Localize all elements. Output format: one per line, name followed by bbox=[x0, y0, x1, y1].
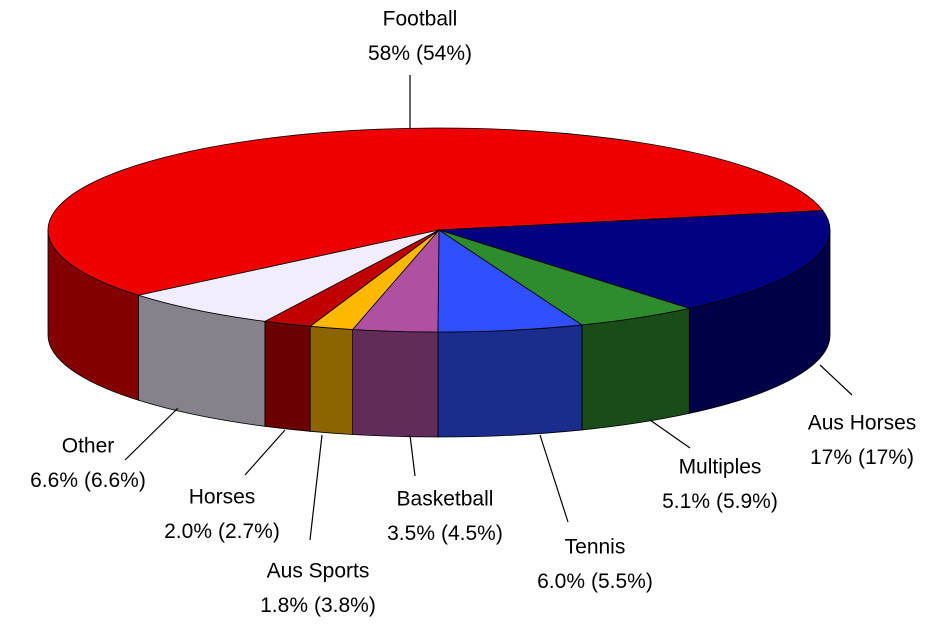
slice-label: Aus Sports bbox=[267, 560, 370, 583]
pie-slice bbox=[47, 127, 824, 296]
pie-side bbox=[352, 329, 439, 438]
leader-line bbox=[309, 434, 323, 541]
slice-value-label: 5.1% (5.9%) bbox=[662, 490, 778, 513]
previous-value-label: (54%) bbox=[416, 42, 472, 65]
leader-line bbox=[409, 434, 416, 477]
leader-line bbox=[539, 434, 569, 523]
slice-label: Aus Horses bbox=[808, 412, 917, 435]
previous-value-label: (2.7%) bbox=[218, 520, 280, 543]
slice-value-label: 1.8% (3.8%) bbox=[260, 594, 376, 617]
previous-value-label: (5.5%) bbox=[591, 570, 653, 593]
leader-line bbox=[819, 364, 853, 396]
value-label: 6.0% bbox=[537, 570, 585, 593]
slice-label: Basketball bbox=[397, 488, 494, 511]
value-label: 6.6% bbox=[30, 469, 78, 492]
previous-value-label: (17%) bbox=[858, 446, 914, 469]
value-label: 17% bbox=[810, 446, 852, 469]
slice-label: Football bbox=[383, 8, 458, 31]
previous-value-label: (4.5%) bbox=[441, 522, 503, 545]
pie-slice bbox=[437, 229, 584, 333]
previous-value-label: (5.9%) bbox=[716, 490, 778, 513]
pie-slice bbox=[137, 229, 440, 322]
slice-value-label: 3.5% (4.5%) bbox=[387, 522, 503, 545]
value-label: 2.0% bbox=[164, 520, 212, 543]
pie-side bbox=[581, 307, 690, 431]
slice-value-label: 58% (54%) bbox=[368, 42, 472, 65]
value-label: 58% bbox=[368, 42, 410, 65]
pie-side bbox=[437, 324, 583, 438]
pie-side bbox=[309, 325, 354, 435]
pie-slice bbox=[438, 210, 831, 309]
pie-side bbox=[264, 320, 311, 432]
slice-label: Other bbox=[62, 435, 115, 458]
slice-value-label: 2.0% (2.7%) bbox=[164, 520, 280, 543]
slice-value-label: 6.6% (6.6%) bbox=[30, 469, 146, 492]
leader-line bbox=[124, 407, 179, 461]
slice-value-label: 6.0% (5.5%) bbox=[537, 570, 653, 593]
value-label: 3.5% bbox=[387, 522, 435, 545]
previous-value-label: (3.8%) bbox=[314, 594, 376, 617]
slice-value-label: 17% (17%) bbox=[810, 446, 914, 469]
slice-label: Tennis bbox=[565, 536, 626, 559]
slice-label: Multiples bbox=[679, 456, 762, 479]
value-label: 1.8% bbox=[260, 594, 308, 617]
slice-label: Horses bbox=[189, 486, 256, 509]
previous-value-label: (6.6%) bbox=[84, 469, 146, 492]
leader-line bbox=[244, 429, 286, 476]
value-label: 5.1% bbox=[662, 490, 710, 513]
leader-line bbox=[649, 419, 691, 449]
